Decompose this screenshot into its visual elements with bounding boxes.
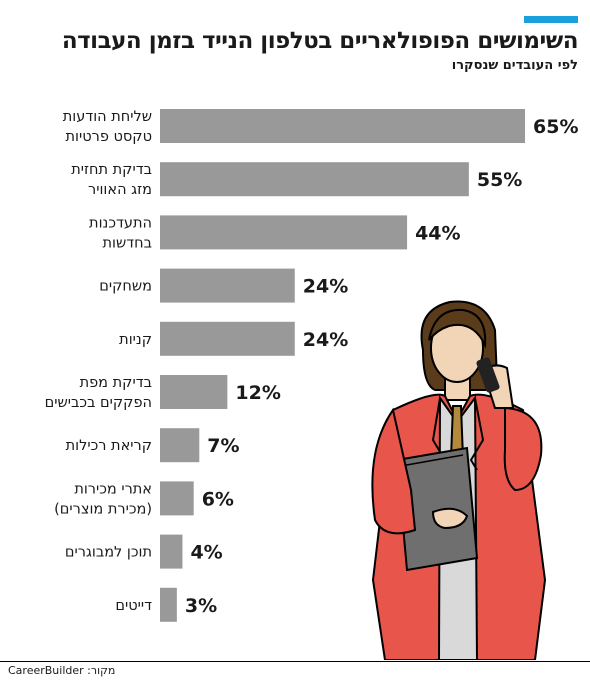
category-label-3-line-2: בחדשות [102,235,152,251]
businesswoman-illustration [371,300,547,660]
chart-title: השימושים הפופולאריים בטלפון הנייד בזמן ה… [61,28,579,54]
category-label-1-line-1: שליחת הודעות [63,109,152,125]
category-label-8-line-2: (מכירת מוצרים) [54,501,152,517]
value-label-1: 65% [533,116,578,138]
bar-2 [160,162,469,197]
value-label-2: 55% [477,169,522,191]
bar-9 [160,534,183,569]
value-label-3: 44% [415,222,460,244]
bar-3 [160,215,408,250]
accent-bar [524,16,578,23]
bar-8 [160,481,194,516]
category-label-5: קניות [119,332,152,348]
bar-7 [160,428,200,463]
category-label-6-line-1: בדיקת מפת [80,375,152,391]
value-label-5: 24% [303,329,348,351]
value-label-8: 6% [202,488,234,510]
category-label-9: תוכן למבוגרים [65,545,152,561]
bar-1 [160,109,525,143]
category-label-10: דייטים [115,598,152,614]
bar-10 [160,587,177,622]
bar-5 [160,321,295,356]
bar-4 [160,268,295,303]
source-credit: מקור: CareerBuilder [8,664,116,677]
chart-subtitle: לפי העובדים שנסקרו [451,58,578,73]
value-label-6: 12% [235,382,280,404]
category-label-7: קריאת רכילות [66,438,152,454]
bottom-rule [0,661,590,662]
value-label-7: 7% [207,435,239,457]
category-label-6-line-2: הפקקים בכבישים [45,395,152,411]
bar-6 [160,375,228,409]
value-label-10: 3% [185,595,217,617]
category-label-3-line-1: התעדכנות [89,215,152,231]
category-label-4: משחקים [99,279,152,295]
value-label-4: 24% [303,276,348,298]
category-label-2-line-1: בדיקת תחזית [71,162,152,178]
category-label-1-line-2: טקסט פרטיות [66,129,152,145]
category-label-8-line-1: אתרי מכירות [74,481,152,497]
category-label-2-line-2: מזג האוויר [88,182,152,198]
value-label-9: 4% [190,542,222,564]
